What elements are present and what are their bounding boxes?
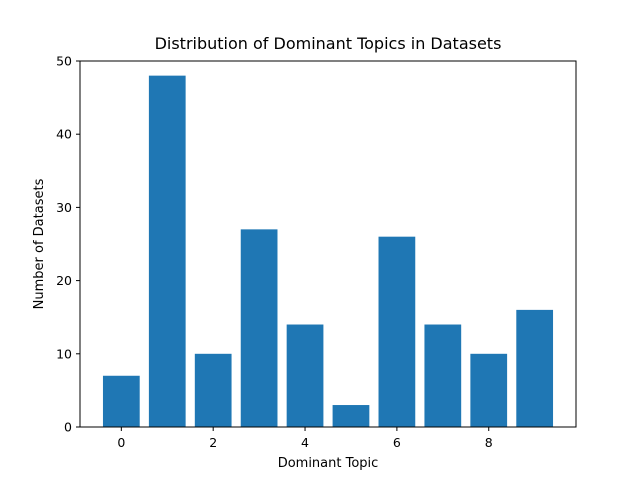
y-tick-label: 20: [56, 273, 72, 288]
bar-topic-1: [148, 75, 186, 427]
x-tick-label: 4: [301, 435, 309, 450]
bars-group: [102, 75, 554, 427]
plot-area-frame: [79, 60, 577, 428]
bar-topic-6: [378, 236, 416, 427]
bar-topic-5: [332, 405, 370, 427]
y-tick-label: 50: [56, 54, 72, 69]
y-tick-label: 0: [64, 420, 72, 435]
y-tick-label: 10: [56, 346, 72, 361]
bar-topic-7: [424, 324, 462, 427]
bar-topic-0: [102, 375, 140, 427]
x-axis-ticks: 0 2 4 6 8: [117, 427, 493, 450]
bar-topic-9: [516, 309, 554, 427]
x-tick-label: 6: [393, 435, 401, 450]
y-axis-label: Number of Datasets: [32, 178, 47, 309]
x-tick-label: 8: [485, 435, 493, 450]
bar-topic-3: [240, 229, 278, 427]
x-axis-label: Dominant Topic: [278, 456, 379, 471]
bar-topic-2: [194, 353, 232, 427]
y-tick-label: 40: [56, 127, 72, 142]
bar-topic-8: [470, 353, 508, 427]
bar-topic-4: [286, 324, 324, 427]
x-tick-label: 0: [117, 435, 125, 450]
chart-title: Distribution of Dominant Topics in Datas…: [155, 34, 502, 53]
x-tick-label: 2: [209, 435, 217, 450]
y-tick-label: 30: [56, 200, 72, 215]
y-axis-ticks: 0 10 20 30 40 50: [56, 54, 80, 435]
